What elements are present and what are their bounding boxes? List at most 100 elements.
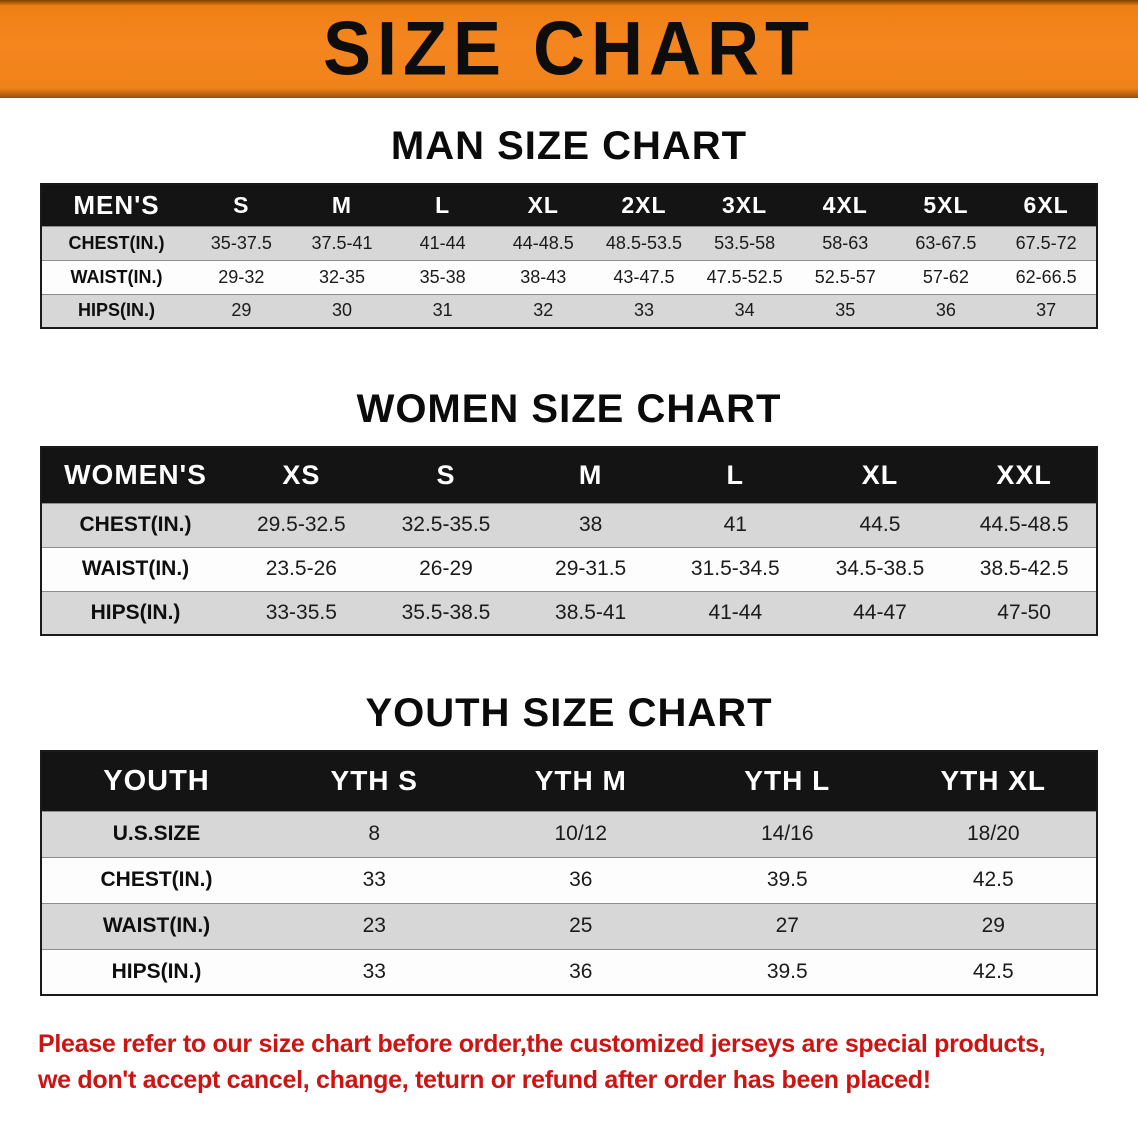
womens-size-table: WOMEN'S XS S M L XL XXL CHEST(IN.) 29.5-32.5 32.5… bbox=[40, 446, 1098, 636]
measurement-row: CHEST(IN.) 33 36 39.5 42.5 bbox=[41, 856, 1097, 903]
size-value-cell: 62-66.5 bbox=[996, 259, 1097, 294]
size-value-cell: 39.5 bbox=[684, 948, 891, 995]
womens-section-heading: WOMEN SIZE CHART bbox=[356, 387, 782, 431]
size-value-cell: 29 bbox=[890, 902, 1097, 949]
size-column-header: 4XL bbox=[794, 184, 896, 226]
disclaimer-note: Please refer to our size chart before or… bbox=[38, 1026, 1100, 1098]
disclaimer-line-2: we don't accept cancel, change, teturn o… bbox=[38, 1066, 931, 1094]
size-column-header: M bbox=[291, 184, 393, 226]
size-value-cell: 38.5-42.5 bbox=[952, 546, 1097, 591]
measurement-row-label: HIPS(IN.) bbox=[41, 293, 191, 328]
size-column-header: L bbox=[392, 184, 493, 226]
table-header-row: YOUTH YTH S YTH M YTH L YTH XL bbox=[41, 751, 1097, 811]
size-value-cell: 26-29 bbox=[373, 546, 519, 591]
measurement-row: HIPS(IN.) 29 30 31 32 33 34 35 36 37 bbox=[41, 293, 1097, 328]
size-column-header: 2XL bbox=[593, 184, 695, 226]
size-value-cell: 63-67.5 bbox=[895, 225, 997, 260]
youth-section-heading: YOUTH SIZE CHART bbox=[365, 691, 773, 735]
size-value-cell: 33-35.5 bbox=[229, 590, 374, 635]
size-value-cell: 38.5-41 bbox=[518, 590, 663, 635]
mens-size-table: MEN'S S M L XL 2XL 3XL 4XL 5XL 6XL CHEST(IN.) 35-37… bbox=[40, 183, 1098, 329]
size-value-cell: 38 bbox=[518, 502, 663, 547]
size-value-cell: 31 bbox=[392, 293, 493, 328]
size-value-cell: 27 bbox=[684, 902, 891, 949]
measurement-row: WAIST(IN.) 23 25 27 29 bbox=[41, 902, 1097, 949]
size-column-header: YTH S bbox=[271, 751, 478, 811]
size-value-cell: 33 bbox=[593, 293, 695, 328]
size-column-header: XXL bbox=[952, 447, 1097, 503]
size-column-header: 3XL bbox=[694, 184, 795, 226]
size-value-cell: 58-63 bbox=[794, 225, 896, 260]
page-title: SIZE CHART bbox=[323, 6, 815, 92]
size-column-header: 6XL bbox=[996, 184, 1097, 226]
table-header-row: MEN'S S M L XL 2XL 3XL 4XL 5XL 6XL bbox=[41, 184, 1097, 226]
size-value-cell: 48.5-53.5 bbox=[593, 225, 695, 260]
size-value-cell: 36 bbox=[895, 293, 997, 328]
size-value-cell: 42.5 bbox=[890, 948, 1097, 995]
measurement-row: CHEST(IN.) 35-37.5 37.5-41 41-44 44-48.5 48.5… bbox=[41, 225, 1097, 260]
size-value-cell: 33 bbox=[271, 948, 478, 995]
size-value-cell: 38-43 bbox=[492, 259, 594, 294]
measurement-row-label: HIPS(IN.) bbox=[41, 948, 271, 995]
measurement-row-label: CHEST(IN.) bbox=[41, 502, 229, 547]
size-value-cell: 35 bbox=[794, 293, 896, 328]
size-value-cell: 44.5 bbox=[807, 502, 953, 547]
size-value-cell: 47-50 bbox=[952, 590, 1097, 635]
measurement-row: WAIST(IN.) 23.5-26 26-29 29-31.5 31.5-34.5 34… bbox=[41, 546, 1097, 591]
measurement-row: HIPS(IN.) 33 36 39.5 42.5 bbox=[41, 948, 1097, 995]
title-banner: SIZE CHART bbox=[0, 0, 1138, 98]
measurement-row-label: CHEST(IN.) bbox=[41, 856, 271, 903]
size-value-cell: 52.5-57 bbox=[794, 259, 896, 294]
size-value-cell: 14/16 bbox=[684, 810, 891, 857]
measurement-row-label: HIPS(IN.) bbox=[41, 590, 229, 635]
size-column-header: XS bbox=[229, 447, 374, 503]
size-value-cell: 25 bbox=[477, 902, 684, 949]
size-value-cell: 47.5-52.5 bbox=[694, 259, 795, 294]
mens-size-section: MAN SIZE CHART MEN'S S M L XL 2XL 3XL 4XL 5XL 6XL… bbox=[0, 124, 1138, 329]
size-column-header: XL bbox=[492, 184, 594, 226]
size-value-cell: 29-32 bbox=[191, 259, 292, 294]
size-value-cell: 37.5-41 bbox=[291, 225, 393, 260]
size-value-cell: 36 bbox=[477, 856, 684, 903]
size-value-cell: 10/12 bbox=[477, 810, 684, 857]
size-value-cell: 35.5-38.5 bbox=[373, 590, 519, 635]
size-value-cell: 42.5 bbox=[890, 856, 1097, 903]
size-value-cell: 41-44 bbox=[392, 225, 493, 260]
size-value-cell: 18/20 bbox=[890, 810, 1097, 857]
measurement-row-label: CHEST(IN.) bbox=[41, 225, 191, 260]
size-value-cell: 44-48.5 bbox=[492, 225, 594, 260]
size-value-cell: 41 bbox=[662, 502, 808, 547]
size-value-cell: 67.5-72 bbox=[996, 225, 1097, 260]
size-value-cell: 43-47.5 bbox=[593, 259, 695, 294]
youth-size-table: YOUTH YTH S YTH M YTH L YTH XL U.S.SIZE 8 10/12… bbox=[40, 750, 1098, 996]
size-value-cell: 23.5-26 bbox=[229, 546, 374, 591]
size-value-cell: 32.5-35.5 bbox=[373, 502, 519, 547]
mens-section-heading: MAN SIZE CHART bbox=[390, 124, 748, 168]
size-value-cell: 23 bbox=[271, 902, 478, 949]
size-value-cell: 35-38 bbox=[392, 259, 493, 294]
size-value-cell: 29.5-32.5 bbox=[229, 502, 374, 547]
measurement-row-label: WAIST(IN.) bbox=[41, 546, 229, 591]
size-value-cell: 32-35 bbox=[291, 259, 393, 294]
size-column-header: YTH XL bbox=[890, 751, 1097, 811]
measurement-row: CHEST(IN.) 29.5-32.5 32.5-35.5 38 41 44.5 44.5… bbox=[41, 502, 1097, 547]
measurement-row-label: U.S.SIZE bbox=[41, 810, 271, 857]
size-value-cell: 36 bbox=[477, 948, 684, 995]
table-corner-label: WOMEN'S bbox=[41, 447, 229, 503]
measurement-row: HIPS(IN.) 33-35.5 35.5-38.5 38.5-41 41-44 44-… bbox=[41, 590, 1097, 635]
measurement-row-label: WAIST(IN.) bbox=[41, 259, 191, 294]
size-value-cell: 44-47 bbox=[807, 590, 953, 635]
size-value-cell: 33 bbox=[271, 856, 478, 903]
size-value-cell: 31.5-34.5 bbox=[662, 546, 808, 591]
size-value-cell: 41-44 bbox=[662, 590, 808, 635]
size-value-cell: 29 bbox=[191, 293, 292, 328]
womens-size-section: WOMEN SIZE CHART WOMEN'S XS S M L XL XXL CHEST(… bbox=[0, 387, 1138, 636]
size-column-header: M bbox=[518, 447, 663, 503]
size-value-cell: 29-31.5 bbox=[518, 546, 663, 591]
size-value-cell: 57-62 bbox=[895, 259, 997, 294]
size-column-header: YTH L bbox=[684, 751, 891, 811]
size-value-cell: 32 bbox=[492, 293, 594, 328]
size-value-cell: 44.5-48.5 bbox=[952, 502, 1097, 547]
size-value-cell: 8 bbox=[271, 810, 478, 857]
size-value-cell: 53.5-58 bbox=[694, 225, 795, 260]
